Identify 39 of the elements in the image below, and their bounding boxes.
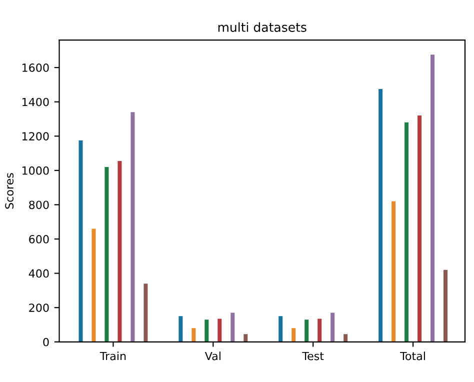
y-axis-title: Scores <box>5 173 14 209</box>
bar <box>292 328 296 342</box>
bar <box>204 320 209 342</box>
bar <box>392 201 396 342</box>
x-tick-label: Train <box>100 352 126 360</box>
x-tick-label: Total <box>400 352 425 360</box>
chart-title: multi datasets <box>218 22 306 32</box>
bar <box>444 270 448 342</box>
bar <box>278 316 283 342</box>
x-tick-label: Val <box>204 352 220 360</box>
y-tick-label: 200 <box>29 304 49 312</box>
bar <box>418 116 422 342</box>
bar <box>104 166 109 342</box>
x-tick-label: Test <box>302 352 324 360</box>
bar <box>304 320 309 342</box>
bar <box>378 88 383 342</box>
y-tick-label: 400 <box>28 269 49 278</box>
bar <box>318 318 322 342</box>
y-tick-label: 1200 <box>22 132 49 141</box>
y-tick-label: 1000 <box>22 166 49 175</box>
bar <box>344 334 348 342</box>
y-tick-label: 0 <box>43 338 49 346</box>
bar <box>118 160 122 342</box>
bar <box>430 54 435 342</box>
bar <box>404 122 409 342</box>
bar <box>130 112 135 342</box>
bar <box>192 328 196 342</box>
bar <box>230 312 235 342</box>
y-tick-label: 1600 <box>22 64 49 72</box>
bar <box>178 316 183 342</box>
bar <box>92 228 96 342</box>
bar <box>330 312 335 342</box>
y-tick-label: 1400 <box>22 98 49 106</box>
y-tick-label: 800 <box>29 200 49 210</box>
bar <box>244 334 248 342</box>
bar <box>78 140 83 342</box>
bar <box>144 284 148 342</box>
bar <box>218 318 222 342</box>
y-tick-label: 600 <box>29 234 49 244</box>
